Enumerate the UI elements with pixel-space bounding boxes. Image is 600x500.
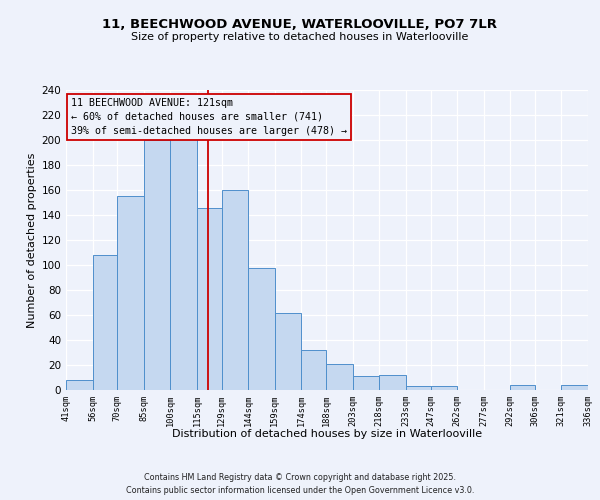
Bar <box>144 140 170 390</box>
Bar <box>301 350 326 390</box>
Bar <box>379 375 406 390</box>
Text: 11, BEECHWOOD AVENUE, WATERLOOVILLE, PO7 7LR: 11, BEECHWOOD AVENUE, WATERLOOVILLE, PO7… <box>103 18 497 30</box>
Bar <box>353 376 379 390</box>
Bar <box>510 385 535 390</box>
Bar <box>248 268 275 390</box>
Bar <box>562 385 588 390</box>
Bar <box>431 386 457 390</box>
Bar <box>406 386 431 390</box>
Bar <box>326 364 353 390</box>
Bar <box>197 208 222 390</box>
Bar <box>222 190 248 390</box>
Bar <box>275 312 301 390</box>
Text: 11 BEECHWOOD AVENUE: 121sqm
← 60% of detached houses are smaller (741)
39% of se: 11 BEECHWOOD AVENUE: 121sqm ← 60% of det… <box>71 98 347 136</box>
Y-axis label: Number of detached properties: Number of detached properties <box>27 152 37 328</box>
X-axis label: Distribution of detached houses by size in Waterlooville: Distribution of detached houses by size … <box>172 429 482 439</box>
Bar <box>170 138 197 390</box>
Bar <box>118 196 144 390</box>
Bar <box>92 255 118 390</box>
Bar <box>66 380 92 390</box>
Text: Contains HM Land Registry data © Crown copyright and database right 2025.: Contains HM Land Registry data © Crown c… <box>144 472 456 482</box>
Text: Contains public sector information licensed under the Open Government Licence v3: Contains public sector information licen… <box>126 486 474 495</box>
Text: Size of property relative to detached houses in Waterlooville: Size of property relative to detached ho… <box>131 32 469 42</box>
